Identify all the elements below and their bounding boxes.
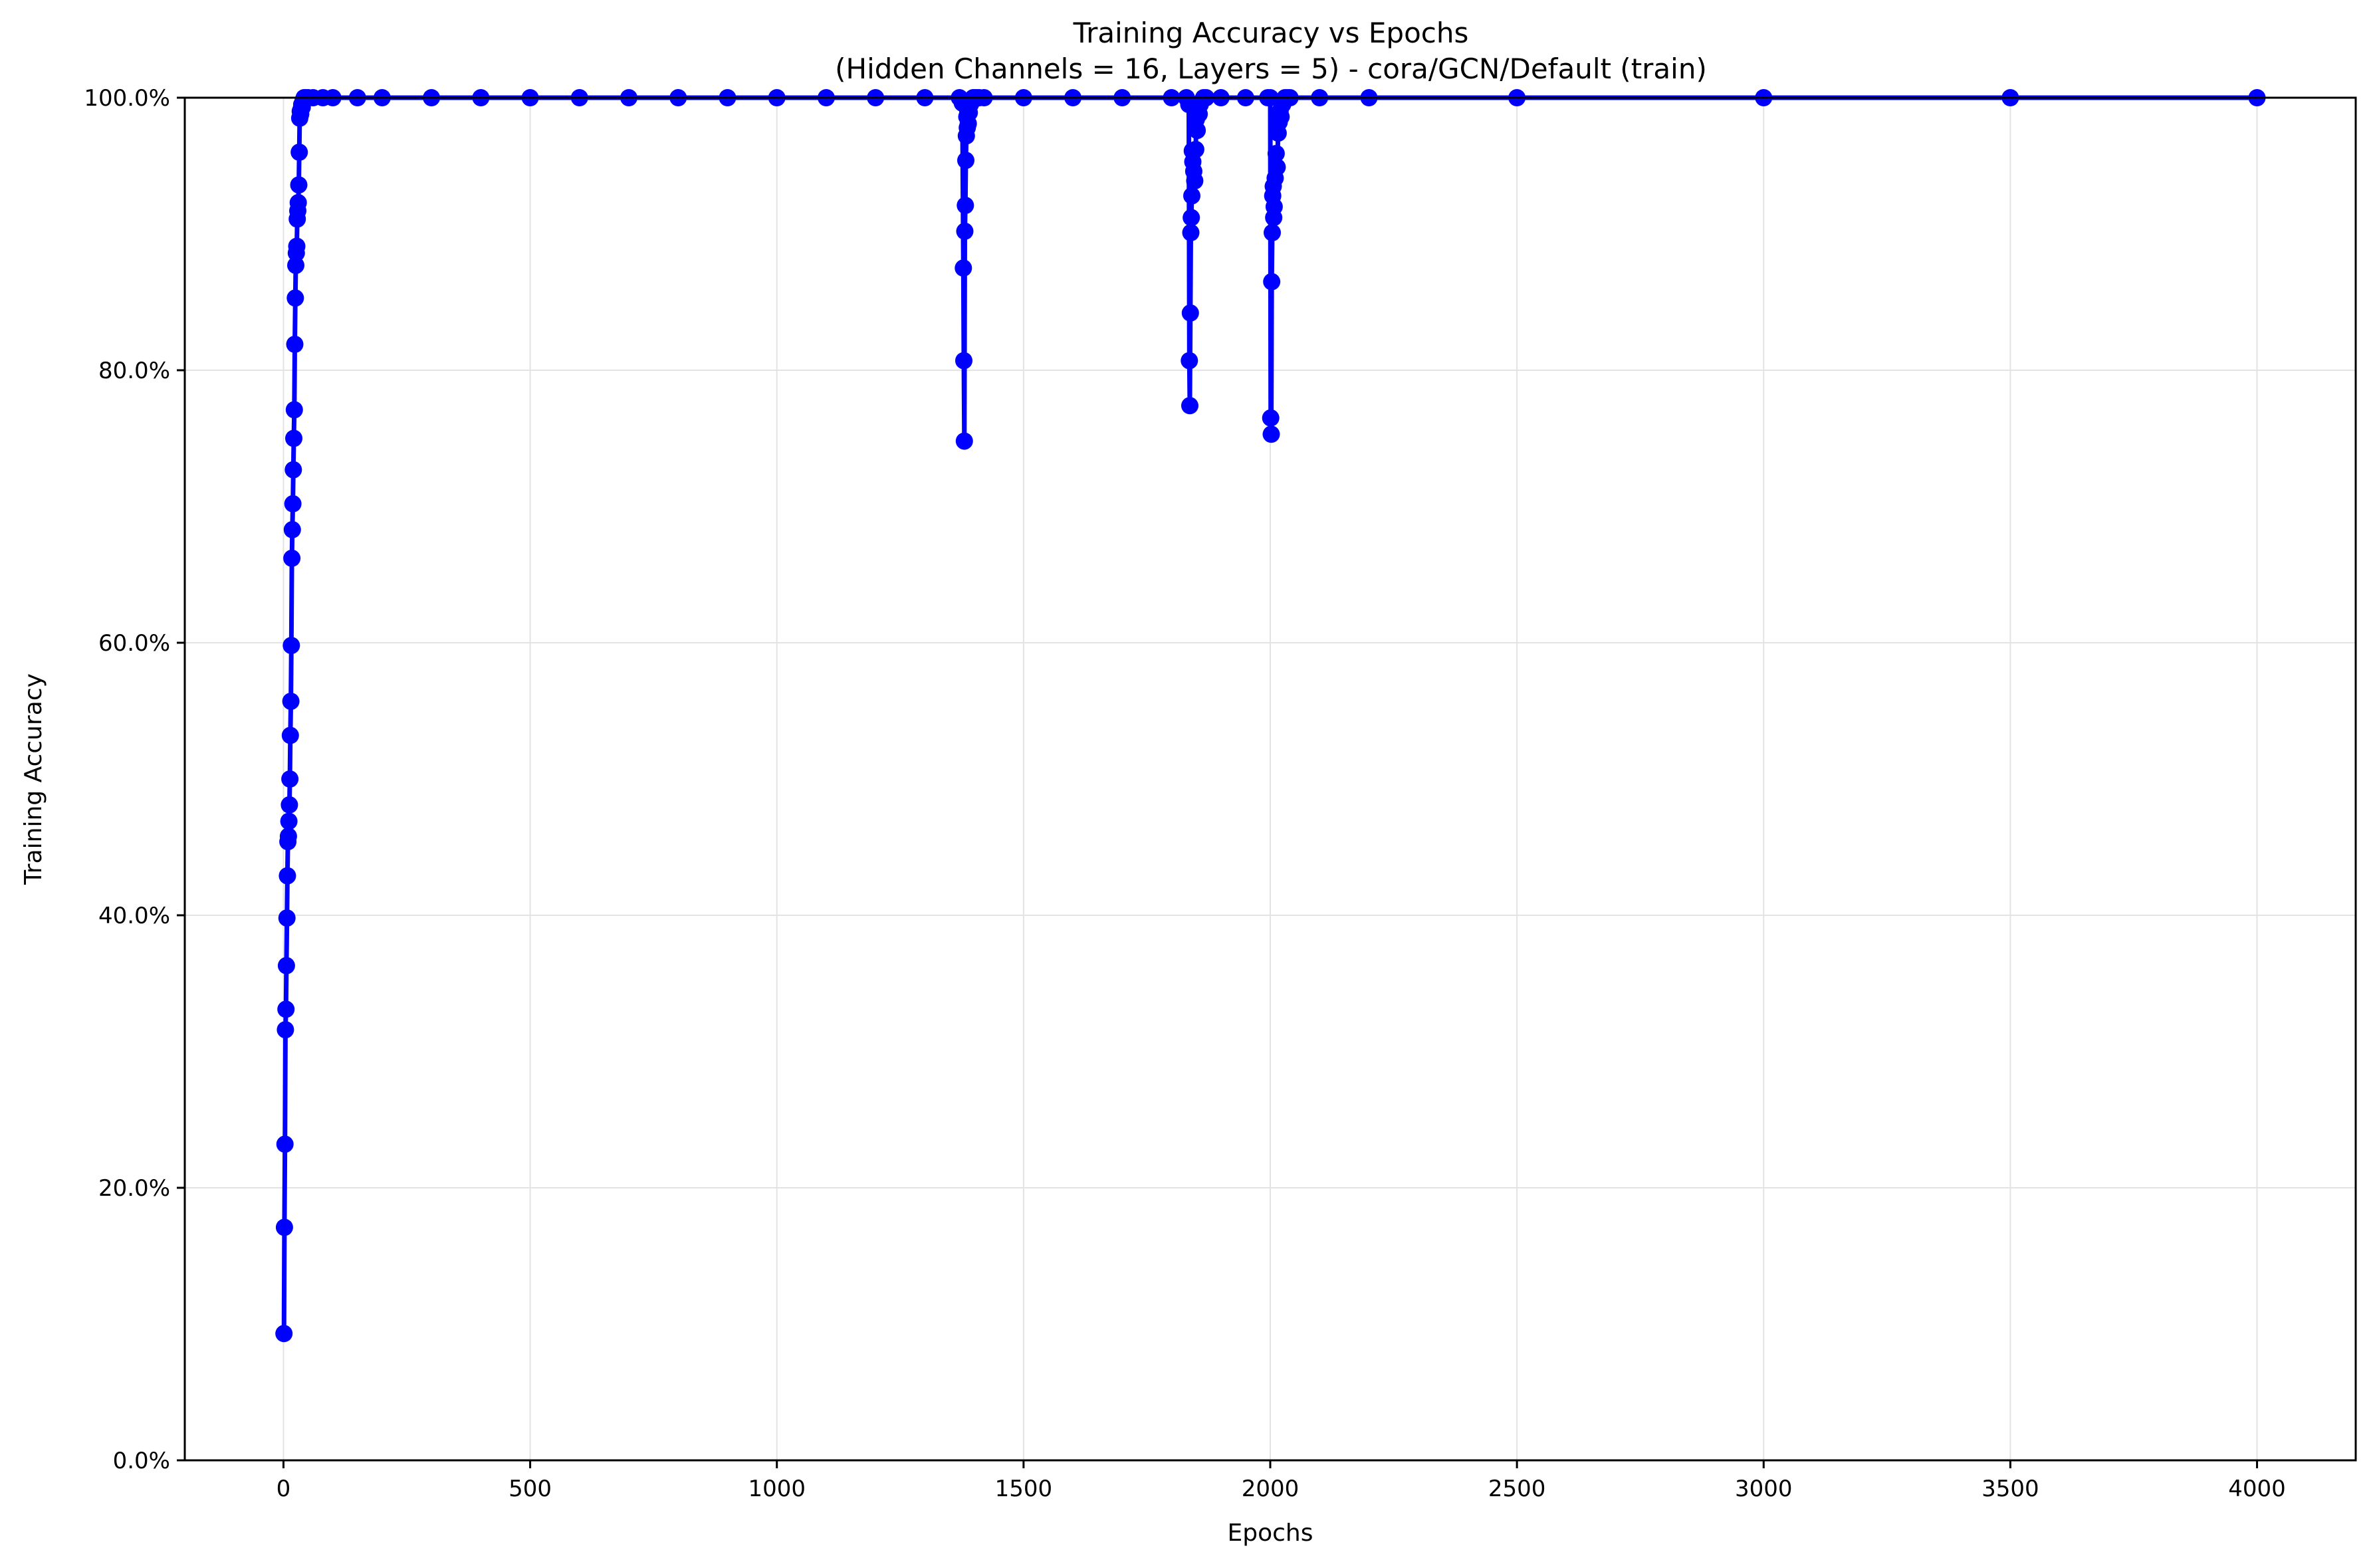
data-point — [286, 289, 304, 307]
data-point — [281, 770, 299, 788]
data-point — [1186, 140, 1204, 158]
y-tick-label: 20.0% — [98, 1175, 170, 1202]
data-point — [278, 909, 296, 927]
data-point — [286, 336, 304, 353]
data-point — [1183, 187, 1200, 205]
data-point — [276, 1135, 294, 1153]
y-tick-label: 60.0% — [98, 630, 170, 657]
data-point — [1188, 122, 1206, 140]
y-axis-ticks: 0.0% 20.0% 40.0% 60.0% 80.0% 100.0% — [84, 85, 185, 1474]
data-point — [955, 432, 973, 450]
data-point — [1262, 409, 1280, 427]
data-point — [285, 401, 303, 419]
x-tick-label: 3500 — [1981, 1476, 2039, 1502]
data-point — [279, 828, 297, 845]
y-tick-label: 0.0% — [113, 1448, 170, 1474]
data-point — [281, 796, 298, 814]
data-point — [275, 1218, 293, 1236]
x-tick-label: 4000 — [2228, 1476, 2286, 1502]
chart-title: Training Accuracy vs Epochs — [1073, 17, 1469, 49]
data-point — [290, 176, 308, 194]
data-point — [281, 727, 299, 744]
data-point — [1262, 425, 1280, 443]
data-point — [289, 193, 307, 211]
x-axis-ticks: 0 500 1000 1500 2000 2500 3000 3500 4000 — [277, 1460, 2286, 1502]
data-point — [1183, 209, 1200, 227]
data-point — [1263, 273, 1281, 290]
data-point — [957, 152, 974, 169]
data-point — [280, 812, 298, 830]
data-point — [1267, 145, 1285, 162]
data-point — [1182, 224, 1200, 241]
data-point — [288, 237, 306, 255]
x-tick-label: 1500 — [995, 1476, 1053, 1502]
data-point — [957, 197, 974, 214]
data-point — [284, 495, 302, 512]
data-point — [277, 956, 295, 974]
data-point — [275, 1325, 293, 1343]
chart-subtitle: (Hidden Channels = 16, Layers = 5) - cor… — [835, 53, 1707, 85]
data-point — [283, 549, 301, 567]
data-point — [1186, 172, 1204, 189]
data-point — [955, 352, 972, 370]
y-axis-label: Training Accuracy — [20, 673, 47, 885]
data-point — [290, 144, 308, 161]
x-tick-label: 2500 — [1488, 1476, 1546, 1502]
data-point — [956, 222, 974, 240]
data-point — [285, 429, 302, 447]
data-point — [955, 259, 972, 277]
x-tick-label: 500 — [508, 1476, 552, 1502]
data-point — [1181, 304, 1199, 322]
data-point — [1268, 158, 1286, 176]
data-point — [1264, 224, 1281, 241]
data-point — [283, 520, 301, 538]
x-tick-label: 1000 — [748, 1476, 806, 1502]
data-point — [1181, 397, 1198, 415]
data-point — [277, 1000, 295, 1018]
data-point — [282, 693, 300, 711]
y-tick-label: 40.0% — [98, 903, 170, 929]
data-point — [1181, 352, 1198, 370]
data-point — [287, 257, 304, 275]
y-tick-label: 100.0% — [84, 85, 170, 112]
data-point — [1265, 198, 1283, 215]
data-point — [282, 637, 300, 655]
x-axis-label: Epochs — [1228, 1519, 1313, 1547]
data-point — [277, 1021, 294, 1039]
x-tick-label: 0 — [277, 1476, 291, 1502]
data-point — [279, 867, 296, 885]
y-tick-label: 80.0% — [98, 358, 170, 384]
x-tick-label: 3000 — [1735, 1476, 1793, 1502]
data-point — [284, 461, 302, 479]
x-tick-label: 2000 — [1242, 1476, 1300, 1502]
